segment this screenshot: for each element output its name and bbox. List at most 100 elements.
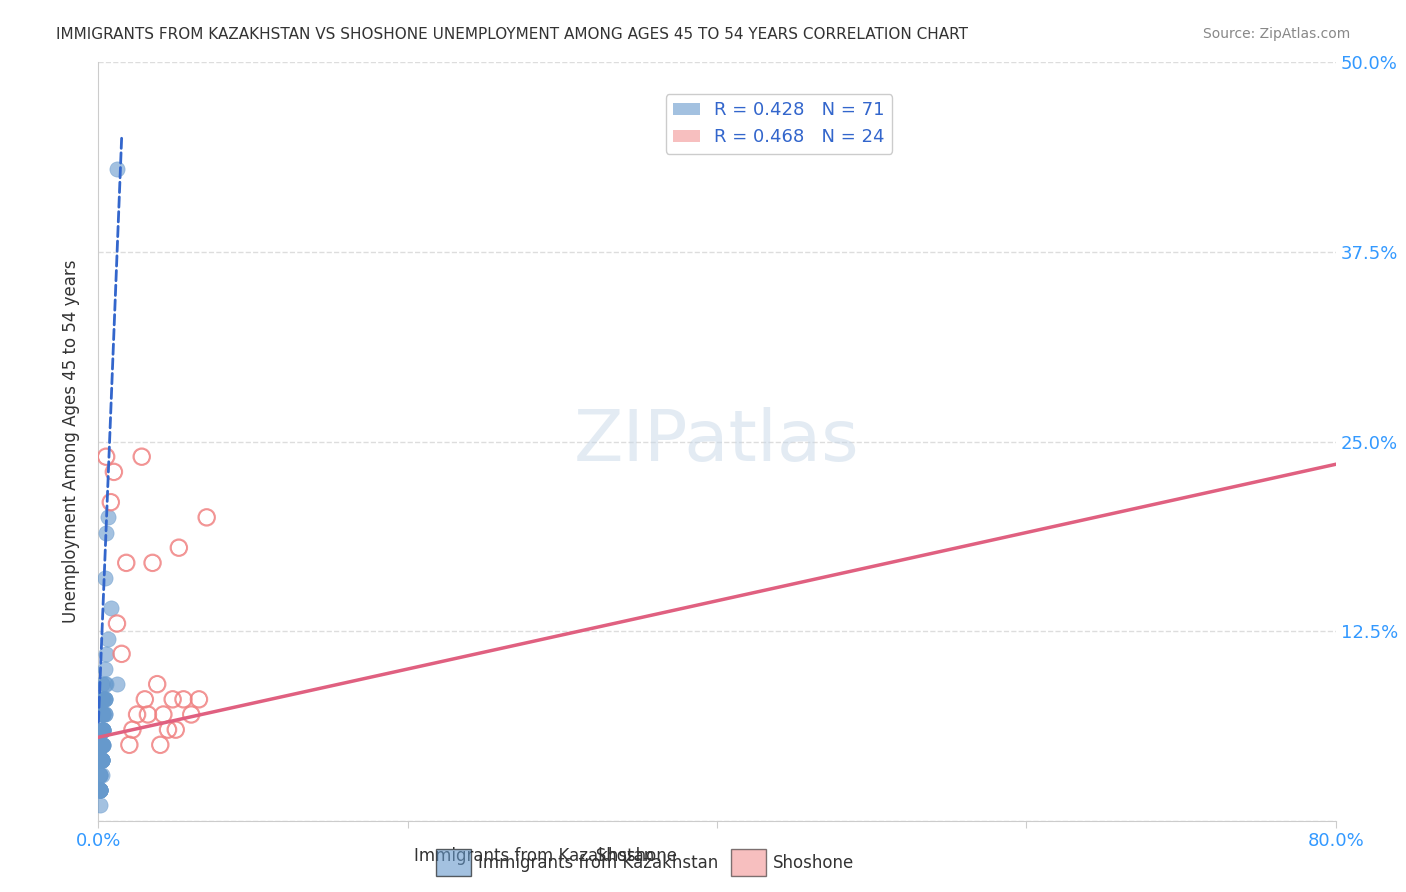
Point — [162, 692, 184, 706]
Text: Immigrants from Kazakhstan: Immigrants from Kazakhstan — [478, 854, 718, 871]
Point — [127, 707, 149, 722]
Point — [134, 692, 156, 706]
Text: Immigrants from Kazakhstan: Immigrants from Kazakhstan — [415, 847, 654, 865]
Point — [167, 541, 190, 555]
Point — [91, 723, 114, 737]
Point — [91, 707, 114, 722]
Point — [180, 707, 202, 722]
Text: Shoshone: Shoshone — [391, 847, 678, 865]
Point — [89, 783, 111, 797]
Text: ZIPatlas: ZIPatlas — [574, 407, 860, 476]
Point — [91, 723, 114, 737]
Point — [90, 707, 112, 722]
Point — [89, 753, 111, 767]
Point — [91, 692, 114, 706]
Point — [172, 692, 194, 706]
Point — [105, 677, 128, 691]
Point — [162, 692, 184, 706]
Point — [111, 647, 132, 661]
Point — [91, 723, 114, 737]
Point — [91, 723, 114, 737]
Point — [93, 707, 115, 722]
Point — [157, 723, 180, 737]
Point — [172, 692, 194, 706]
Point — [89, 783, 111, 797]
Point — [96, 677, 118, 691]
Point — [100, 495, 122, 509]
Point — [152, 707, 174, 722]
Point — [93, 677, 115, 691]
Point — [136, 707, 159, 722]
Point — [90, 753, 112, 767]
Point — [165, 723, 187, 737]
Point — [103, 465, 125, 479]
Point — [91, 692, 114, 706]
Point — [105, 161, 128, 176]
Point — [89, 768, 111, 782]
Point — [90, 738, 112, 752]
Point — [165, 723, 187, 737]
Point — [188, 692, 211, 706]
Point — [90, 753, 112, 767]
Point — [111, 647, 132, 661]
Point — [93, 662, 115, 676]
Point — [149, 738, 172, 752]
Point — [149, 738, 172, 752]
Point — [90, 738, 112, 752]
Point — [91, 738, 114, 752]
Point — [90, 768, 112, 782]
Point — [90, 738, 112, 752]
Point — [91, 707, 114, 722]
Point — [91, 707, 114, 722]
Point — [96, 525, 118, 540]
Point — [195, 510, 218, 524]
Point — [90, 753, 112, 767]
Point — [90, 707, 112, 722]
Point — [90, 723, 112, 737]
Point — [93, 707, 115, 722]
Point — [152, 707, 174, 722]
Point — [89, 783, 111, 797]
Point — [131, 450, 153, 464]
Text: Source: ZipAtlas.com: Source: ZipAtlas.com — [1202, 27, 1350, 41]
Point — [89, 753, 111, 767]
Point — [96, 647, 118, 661]
Point — [89, 738, 111, 752]
Point — [91, 723, 114, 737]
Point — [90, 723, 112, 737]
Point — [157, 723, 180, 737]
Point — [127, 707, 149, 722]
Point — [93, 692, 115, 706]
Point — [89, 783, 111, 797]
Point — [89, 723, 111, 737]
Point — [180, 707, 202, 722]
Point — [89, 768, 111, 782]
Point — [90, 753, 112, 767]
Point — [97, 632, 120, 646]
Point — [91, 738, 114, 752]
Point — [90, 738, 112, 752]
Point — [131, 450, 153, 464]
Y-axis label: Unemployment Among Ages 45 to 54 years: Unemployment Among Ages 45 to 54 years — [62, 260, 80, 624]
Point — [96, 450, 118, 464]
Point — [100, 601, 122, 615]
Point — [146, 677, 169, 691]
Point — [89, 707, 111, 722]
Point — [97, 510, 120, 524]
Point — [89, 783, 111, 797]
Point — [89, 783, 111, 797]
Point — [90, 738, 112, 752]
Point — [89, 798, 111, 813]
Point — [90, 677, 112, 691]
Point — [91, 692, 114, 706]
Point — [90, 738, 112, 752]
Point — [93, 571, 115, 585]
Point — [93, 692, 115, 706]
Point — [141, 556, 165, 570]
Text: Shoshone: Shoshone — [773, 854, 855, 871]
Point — [89, 753, 111, 767]
Point — [100, 495, 122, 509]
Point — [89, 768, 111, 782]
Point — [115, 556, 138, 570]
Text: IMMIGRANTS FROM KAZAKHSTAN VS SHOSHONE UNEMPLOYMENT AMONG AGES 45 TO 54 YEARS CO: IMMIGRANTS FROM KAZAKHSTAN VS SHOSHONE U… — [56, 27, 969, 42]
